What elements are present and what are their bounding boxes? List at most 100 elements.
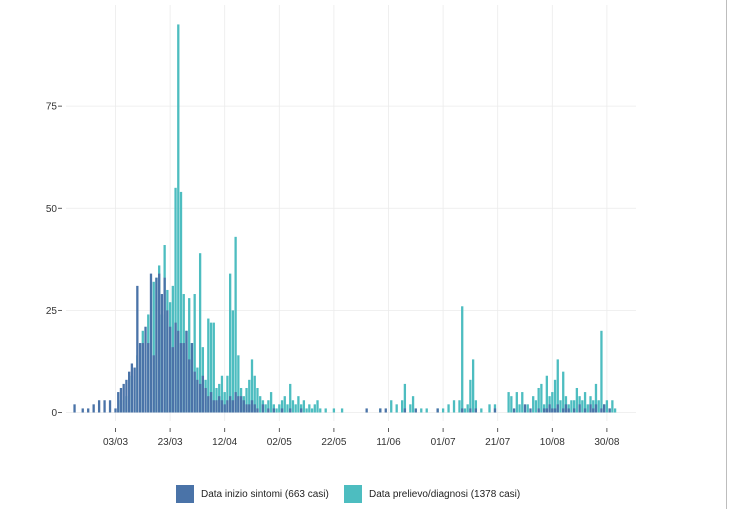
bar-series0-83 xyxy=(551,408,554,413)
bar-series1-63 xyxy=(308,404,311,413)
bar-series0-19 xyxy=(147,343,150,413)
bar-series0-57 xyxy=(250,400,254,413)
bar-series1-14 xyxy=(174,187,177,413)
bar-series1-127 xyxy=(605,400,609,413)
legend-swatch-onset xyxy=(176,485,194,503)
bar-series0-39 xyxy=(201,375,205,413)
bar-series0-66 xyxy=(365,408,368,413)
legend-item-diagnosis: Data prelievo/diagnosi (1378 casi) xyxy=(344,484,520,504)
bar-series0-27 xyxy=(168,326,172,413)
bar-series0-78 xyxy=(529,408,532,413)
bar-series1-111 xyxy=(562,371,565,413)
bar-series0-2 xyxy=(87,408,90,413)
bar-series0-56 xyxy=(248,404,251,413)
bar-series1-84 xyxy=(458,400,461,413)
bar-series0-55 xyxy=(245,404,248,413)
bar-series0-47 xyxy=(223,404,226,413)
bar-series0-97 xyxy=(608,408,611,413)
bar-series0-46 xyxy=(220,400,224,413)
legend-label-diagnosis: Data prelievo/diagnosi (1378 casi) xyxy=(369,488,521,500)
bar-series0-80 xyxy=(542,408,546,413)
y-tick-label-1: 25 xyxy=(46,306,58,317)
bar-series1-118 xyxy=(581,400,584,413)
x-tick-label-0: 03/03 xyxy=(103,437,128,448)
bar-series0-17 xyxy=(141,343,144,413)
bar-series0-76 xyxy=(512,408,516,413)
bar-series0-10 xyxy=(122,383,125,413)
bar-series1-91 xyxy=(480,408,483,413)
bar-series1-73 xyxy=(395,404,398,413)
bar-series0-3 xyxy=(92,404,95,413)
bar-series0-59 xyxy=(256,408,259,413)
bar-series1-16 xyxy=(179,191,183,413)
bar-series1-110 xyxy=(559,400,562,413)
bar-series0-93 xyxy=(592,408,595,413)
bar-series1-34 xyxy=(229,273,232,413)
legend-label-onset: Data inizio sintomi (663 casi) xyxy=(201,488,329,500)
bar-series1-55 xyxy=(286,404,289,413)
bar-series0-73 xyxy=(469,408,472,413)
x-tick-label-2: 12/04 xyxy=(212,437,237,448)
bar-series0-32 xyxy=(182,343,185,413)
bar-series0-90 xyxy=(578,404,581,413)
bar-series0-30 xyxy=(177,330,180,413)
bar-series0-31 xyxy=(179,343,183,413)
bar-series1-98 xyxy=(521,392,524,413)
bar-series1-59 xyxy=(297,396,300,413)
x-tick-label-8: 10/08 xyxy=(540,437,565,448)
bar-series1-101 xyxy=(534,400,538,413)
bar-series1-26 xyxy=(207,318,210,413)
bar-series1-64 xyxy=(310,408,314,413)
bar-series1-120 xyxy=(586,404,589,413)
bar-series1-31 xyxy=(220,375,224,413)
bar-series1-123 xyxy=(594,383,598,413)
bar-series1-32 xyxy=(223,392,226,413)
legend: Data inizio sintomi (663 casi) Data prel… xyxy=(0,484,729,504)
bar-series0-16 xyxy=(138,343,142,413)
bar-series1-82 xyxy=(447,404,450,413)
x-tick-label-6: 01/07 xyxy=(431,437,456,448)
bar-series0-7 xyxy=(114,408,117,413)
bar-series0-5 xyxy=(103,400,106,413)
chart-svg: 0 25 50 75 03/03 23/03 12/04 02/05 22/05 11/06 01/… xyxy=(46,5,636,448)
bar-series1-47 xyxy=(264,404,267,413)
bar-series0-74 xyxy=(474,408,478,413)
bar-series0-12 xyxy=(128,371,131,413)
bar-series1-33 xyxy=(226,375,229,413)
bar-series1-79 xyxy=(425,408,428,413)
bar-series1-74 xyxy=(401,400,404,413)
bar-series1-97 xyxy=(518,404,521,413)
bar-series0-71 xyxy=(436,408,439,413)
bar-series0-9 xyxy=(119,387,123,413)
bar-series1-116 xyxy=(575,387,579,413)
bar-series1-57 xyxy=(291,400,295,413)
bar-series1-86 xyxy=(463,408,467,413)
bar-series0-79 xyxy=(537,408,540,413)
bar-series1-100 xyxy=(532,396,535,413)
bar-series0-92 xyxy=(589,404,592,413)
bar-series0-36 xyxy=(193,371,196,413)
x-tick-label-3: 02/05 xyxy=(267,437,292,448)
bar-series1-69 xyxy=(332,408,336,413)
bar-series0-53 xyxy=(239,396,243,413)
bar-series1-94 xyxy=(507,392,510,413)
bar-series0-60 xyxy=(261,404,265,413)
bar-series0-89 xyxy=(572,408,576,413)
bar-series1-48 xyxy=(267,400,270,413)
bar-series0-65 xyxy=(299,408,303,413)
bar-series0-6 xyxy=(108,400,112,413)
bar-series0-62 xyxy=(272,408,275,413)
bar-series1-67 xyxy=(319,408,322,413)
bar-series1-6 xyxy=(152,281,155,413)
bar-series0-81 xyxy=(545,408,548,413)
bar-series0-52 xyxy=(237,396,240,413)
bar-series1-105 xyxy=(545,375,548,413)
bar-series1-51 xyxy=(275,408,278,413)
bar-series1-81 xyxy=(441,408,445,413)
bar-series1-44 xyxy=(256,387,259,413)
bar-series1-130 xyxy=(613,408,617,413)
bar-series1-65 xyxy=(313,404,316,413)
bar-series0-58 xyxy=(253,404,256,413)
bar-series1-27 xyxy=(209,322,213,413)
